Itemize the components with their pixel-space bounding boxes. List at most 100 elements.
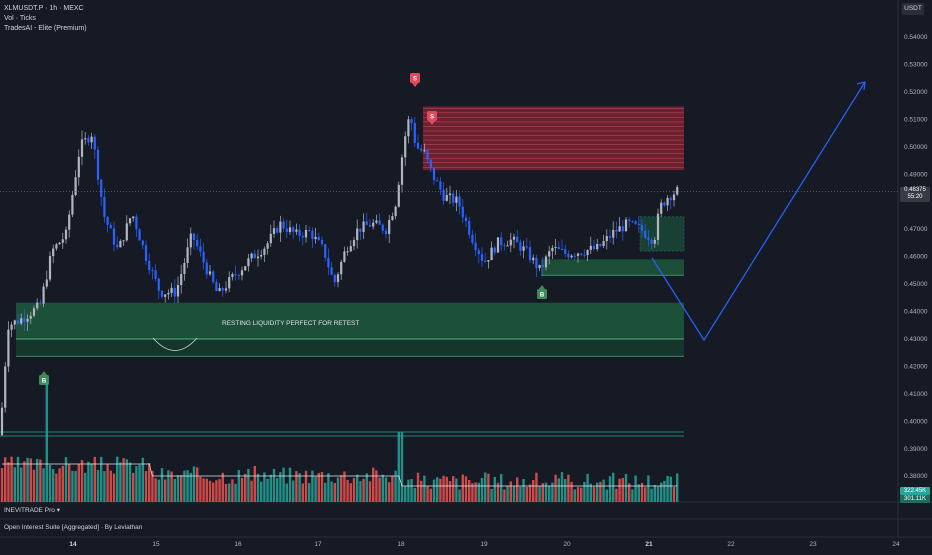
candle-body: [128, 218, 132, 224]
volume-bar: [621, 477, 624, 502]
candle-body: [176, 285, 180, 297]
volume-bar: [602, 479, 605, 502]
candle-body: [586, 250, 589, 256]
volume-bar: [535, 472, 538, 502]
candle-body: [20, 318, 23, 324]
candle-body: [621, 226, 624, 232]
volume-bar: [308, 483, 311, 502]
volume-bar: [4, 457, 7, 502]
volume-ma-line: [2, 463, 678, 487]
volume-bar: [644, 487, 647, 502]
volume-bar: [304, 470, 308, 502]
volume-bar: [672, 487, 676, 502]
volume-bar: [455, 478, 458, 502]
volume-bar: [119, 462, 122, 502]
candle-body: [141, 240, 144, 246]
volume-bar: [84, 472, 87, 502]
volume-bar: [506, 485, 509, 502]
candle-body: [173, 287, 176, 297]
volume-bar: [39, 459, 42, 502]
candle-body: [52, 248, 55, 257]
candle-body: [48, 256, 52, 280]
volume-bar: [266, 478, 269, 502]
candle-body: [45, 279, 48, 287]
volume-indicator-label[interactable]: Vol · Ticks: [4, 15, 36, 22]
candle-body: [90, 136, 93, 143]
candle-body: [496, 237, 500, 253]
candle-body: [183, 262, 186, 275]
candle-body: [560, 248, 564, 250]
volume-bar: [548, 486, 551, 502]
candle-body: [448, 193, 452, 196]
volume-bar: [234, 483, 237, 502]
volume-bar: [624, 474, 628, 502]
candle-body: [464, 217, 468, 222]
volume-bar: [480, 477, 484, 502]
candle-body: [468, 221, 471, 235]
candle-body: [615, 229, 618, 232]
candle-body: [525, 246, 528, 248]
candle-body: [71, 195, 74, 215]
volume-bar: [138, 464, 141, 502]
currency-button[interactable]: USDT: [902, 3, 924, 15]
candle-body: [202, 251, 205, 263]
volume-bar: [448, 481, 452, 502]
candle-body: [487, 260, 490, 262]
candle-body: [676, 187, 679, 195]
volume-bar: [336, 477, 340, 502]
volume-bar: [560, 472, 564, 502]
tradesai-indicator-label[interactable]: TradesAI - Elite (Premium): [4, 25, 87, 32]
candle-body: [583, 254, 586, 256]
volume-bar: [16, 456, 20, 502]
open-interest-indicator-label[interactable]: Open Interest Suite [Aggregated] · By Le…: [4, 524, 143, 531]
volume-bar: [100, 456, 103, 502]
volume-bar: [256, 473, 260, 502]
volume-bar: [612, 472, 615, 502]
candle-body: [532, 257, 535, 261]
volume-bar: [452, 476, 455, 502]
chart-legend: XLMUSDT.P · 1h · MEXC Vol · Ticks Trades…: [4, 4, 87, 34]
candle-body: [442, 189, 445, 201]
candle-body: [250, 253, 253, 259]
candle-body: [570, 255, 573, 258]
volume-bar: [244, 473, 247, 502]
volume-bar: [496, 482, 500, 502]
volume-bar: [528, 484, 532, 502]
volume-bar: [660, 482, 663, 502]
candle-body: [573, 255, 576, 257]
time-axis-label: 17: [314, 541, 322, 548]
candle-body: [548, 251, 551, 257]
buy-signal-marker: [537, 289, 547, 299]
volume-bar: [400, 432, 404, 502]
volume-bar: [474, 482, 477, 502]
volume-bar: [525, 486, 528, 502]
price-axis-label: 0.53000: [904, 61, 928, 68]
candle-body: [666, 197, 669, 206]
candle-body: [407, 119, 410, 137]
volume-bar: [135, 466, 138, 502]
candle-body: [93, 136, 96, 150]
volume-bar: [180, 475, 183, 502]
symbol-title[interactable]: XLMUSDT.P · 1h · MEXC: [4, 5, 84, 12]
volume-ma-tag: 301.11K: [900, 495, 930, 503]
candle-body: [544, 256, 548, 268]
candle-body: [388, 220, 391, 235]
volume-bar: [160, 468, 164, 502]
volume-bar: [346, 479, 349, 502]
volume-bar: [71, 470, 74, 502]
volume-bar: [167, 470, 170, 502]
candle-body: [100, 179, 103, 197]
volume-bar: [359, 481, 362, 502]
volume-bar: [372, 467, 375, 502]
inevitrade-indicator-label[interactable]: INEVITRADE Pro ▾: [4, 507, 60, 514]
candle-body: [445, 195, 448, 201]
candle-body: [208, 271, 212, 275]
candle-body: [631, 221, 634, 223]
volume-bar: [650, 488, 653, 502]
volume-bar: [468, 479, 471, 502]
time-axis-label: 22: [727, 541, 735, 548]
volume-bar: [298, 473, 301, 502]
volume-bar: [352, 478, 356, 502]
